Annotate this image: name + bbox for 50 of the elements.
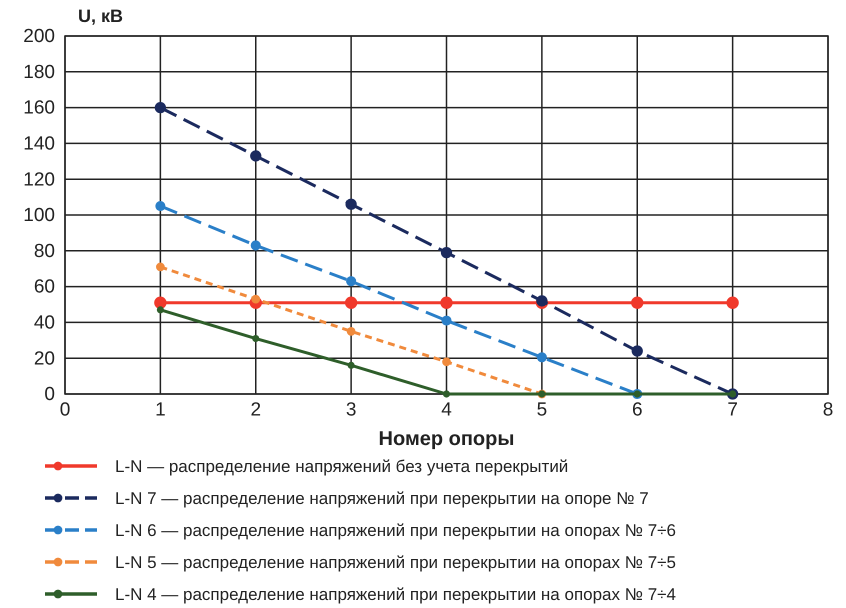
legend-label: L-N 4 — распределение напряжений при перекрытии на опорах № 7÷4: [115, 585, 676, 604]
legend-label: L-N 5 — распределение напряжений при перекрытии на опорах № 7÷5: [115, 553, 676, 572]
y-tick-label: 60: [34, 276, 55, 298]
x-tick-label: 7: [727, 399, 738, 420]
point: [156, 306, 164, 314]
point: [726, 296, 739, 309]
point: [442, 357, 451, 366]
x-tick-label: 2: [250, 399, 262, 420]
y-tick-label: 160: [23, 98, 55, 119]
point: [631, 296, 644, 309]
y-axis-title: U, кВ: [78, 6, 124, 26]
x-axis-title: Номер опоры: [378, 428, 514, 450]
point: [252, 334, 260, 342]
y-tick-label: 40: [34, 312, 55, 334]
x-tick-label: 3: [346, 399, 356, 420]
point: [632, 345, 643, 357]
point: [154, 296, 167, 309]
point: [442, 390, 450, 398]
legend-label: L-N 7 — распределение напряжений при перекрытии на опоре № 7: [115, 489, 649, 508]
y-tick-label: 140: [23, 133, 55, 154]
y-tick-label: 180: [23, 62, 55, 83]
x-tick-label: 1: [155, 399, 166, 420]
x-tick-label: 6: [632, 399, 643, 420]
y-tick-label: 80: [34, 240, 55, 262]
point: [251, 294, 260, 304]
y-tick-label: 120: [23, 169, 55, 190]
x-tick-label: 5: [536, 399, 548, 420]
y-tick-label: 200: [23, 26, 55, 48]
y-tick-label: 100: [23, 205, 55, 226]
point: [156, 262, 165, 272]
point: [348, 362, 355, 369]
y-tick-label: 20: [34, 348, 55, 370]
point: [346, 326, 356, 336]
point: [250, 240, 261, 250]
y-tick-label: 0: [44, 384, 55, 406]
point: [154, 102, 166, 114]
x-tick-label: 4: [441, 399, 452, 420]
point: [345, 198, 357, 210]
point: [346, 276, 356, 286]
point: [536, 352, 547, 362]
point: [155, 201, 166, 212]
point: [440, 296, 453, 309]
legend-label: L-N 6 — распределение напряжений при перекрытии на опорах № 7÷6: [115, 521, 676, 540]
legend-label: L-N — распределение напряжений без учета перекрытий: [115, 457, 568, 476]
point: [441, 316, 452, 326]
x-tick-label: 0: [60, 399, 70, 420]
x-tick-label: 8: [822, 399, 834, 420]
point: [344, 296, 358, 309]
point: [440, 246, 452, 258]
point: [250, 150, 262, 162]
